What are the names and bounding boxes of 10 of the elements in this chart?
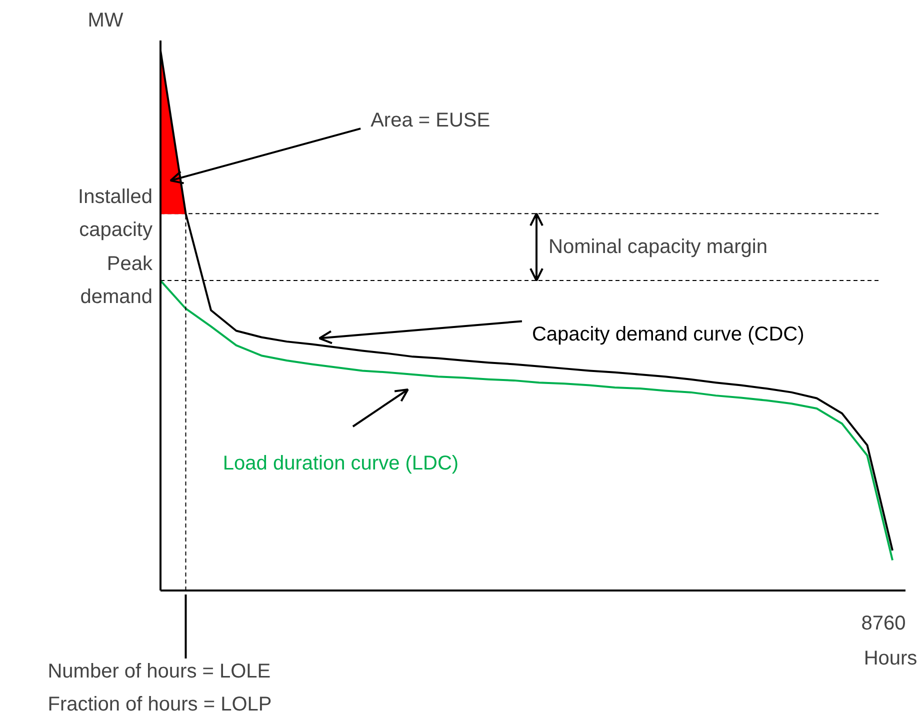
annotation: Area = EUSE — [370, 110, 490, 132]
text: Load duration curve (LDC) — [222, 452, 459, 474]
text: 8760 — [861, 612, 906, 634]
annotation: Nominal capacity margin — [548, 236, 768, 258]
series-label: Capacity demand curve (CDC) — [532, 323, 804, 346]
ref-line-label: Installed capacity — [78, 186, 153, 242]
text: Number of hours = LOLE Fraction of hours = LOLP — [48, 660, 272, 715]
y-axis-title: MW — [88, 10, 124, 32]
x-axis-title: Hours — [864, 648, 918, 670]
ref-line-label: Peak demand — [80, 253, 154, 308]
